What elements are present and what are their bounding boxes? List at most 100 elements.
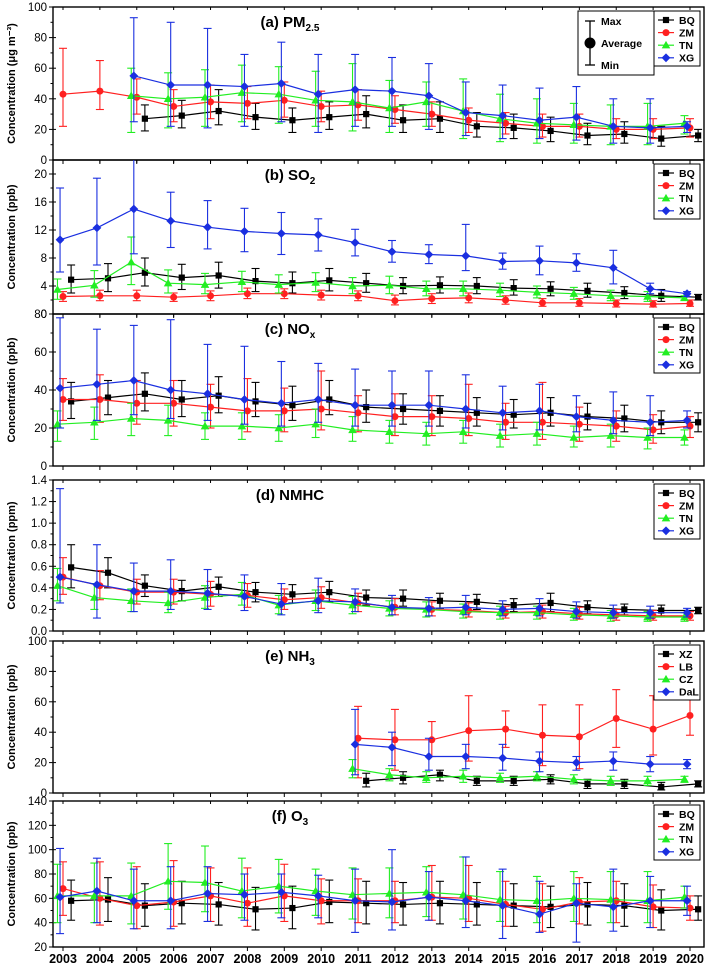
y-tick-label: 0.8	[31, 540, 47, 552]
data-point	[473, 598, 480, 605]
data-point	[584, 604, 591, 611]
panel-title: (f) O3	[272, 808, 309, 828]
data-point	[584, 413, 591, 420]
legend-marker	[662, 823, 670, 831]
data-point	[326, 114, 333, 121]
y-tick-label: 40	[34, 727, 47, 739]
data-point	[502, 725, 510, 733]
x-tick-label: 2017	[565, 952, 593, 966]
legend-marker	[662, 663, 670, 671]
y-axis-label: Concentration (ppb)	[6, 664, 18, 769]
data-point	[547, 599, 554, 607]
y-tick-label: 80	[34, 666, 47, 678]
data-point	[317, 405, 325, 413]
y-tick-label: 60	[34, 893, 47, 905]
stat-label-min: Min	[601, 60, 619, 72]
legend-label: TN	[679, 40, 693, 52]
y-tick-label: 40	[34, 94, 47, 106]
data-point	[498, 111, 508, 121]
data-point	[243, 99, 251, 107]
data-point	[313, 891, 323, 901]
data-point	[649, 903, 657, 911]
series-line	[57, 585, 685, 618]
data-point	[311, 278, 320, 286]
legend-label: CZ	[679, 674, 694, 686]
data-point	[252, 114, 259, 121]
data-point	[391, 736, 399, 744]
legend-marker	[661, 687, 671, 697]
legend-label: ZM	[679, 500, 694, 512]
data-point	[326, 898, 333, 906]
data-point	[658, 292, 665, 299]
data-point	[612, 715, 620, 723]
data-point	[682, 289, 692, 299]
series-XG	[129, 17, 692, 144]
x-tick-label: 2014	[455, 952, 483, 966]
data-point	[538, 731, 546, 739]
data-point	[510, 124, 517, 131]
data-point	[436, 900, 444, 907]
data-point	[252, 906, 259, 913]
series-line	[366, 774, 699, 788]
data-point	[421, 429, 431, 437]
data-point	[104, 275, 112, 282]
x-tick-label: 2020	[676, 952, 704, 966]
data-point	[686, 904, 694, 912]
series-line	[59, 379, 688, 423]
data-point	[203, 588, 212, 598]
data-point	[289, 117, 296, 124]
data-point	[104, 394, 112, 401]
y-axis-label: Concentration (ppb)	[6, 821, 18, 926]
series-line	[62, 888, 691, 910]
y-tick-label: 12	[34, 225, 47, 237]
data-point	[399, 595, 407, 602]
data-point	[473, 282, 480, 290]
data-point	[498, 408, 508, 418]
data-point	[311, 419, 320, 428]
data-point	[428, 413, 436, 421]
plot-frame	[52, 640, 705, 794]
data-point	[465, 116, 473, 124]
data-point	[461, 108, 471, 117]
y-tick-label: 0.4	[31, 583, 48, 595]
data-point	[473, 901, 480, 908]
data-point	[535, 115, 544, 125]
data-point	[280, 407, 288, 415]
data-point	[289, 402, 296, 409]
data-point	[424, 603, 434, 613]
series-BQ	[67, 544, 703, 617]
data-point	[289, 904, 296, 912]
y-tick-label: 120	[28, 820, 47, 832]
data-point	[178, 396, 185, 403]
data-point	[55, 892, 65, 902]
data-point	[645, 417, 655, 427]
data-point	[141, 582, 148, 589]
legend-marker	[662, 650, 670, 658]
data-point	[215, 272, 222, 279]
x-tick-label: 2016	[529, 952, 557, 966]
legend-label: TN	[679, 834, 693, 846]
data-point	[547, 903, 554, 910]
data-point	[178, 274, 185, 281]
x-tick-label: 2013	[418, 952, 446, 966]
data-point	[348, 425, 357, 434]
data-point	[621, 780, 628, 787]
y-tick-label: 100	[28, 2, 47, 14]
data-point	[313, 395, 323, 404]
series-line	[352, 768, 685, 782]
data-point	[289, 591, 296, 598]
legend-marker	[661, 847, 671, 857]
data-point	[424, 892, 434, 902]
data-point	[584, 287, 591, 294]
y-tick-label: 140	[28, 796, 47, 808]
data-point	[68, 398, 75, 405]
series-line	[358, 714, 691, 741]
data-point	[350, 739, 360, 749]
legend-marker	[662, 16, 670, 24]
stat-average-dot	[584, 37, 596, 49]
data-point	[387, 602, 397, 612]
data-point	[363, 280, 370, 287]
series-BQ	[67, 257, 703, 302]
